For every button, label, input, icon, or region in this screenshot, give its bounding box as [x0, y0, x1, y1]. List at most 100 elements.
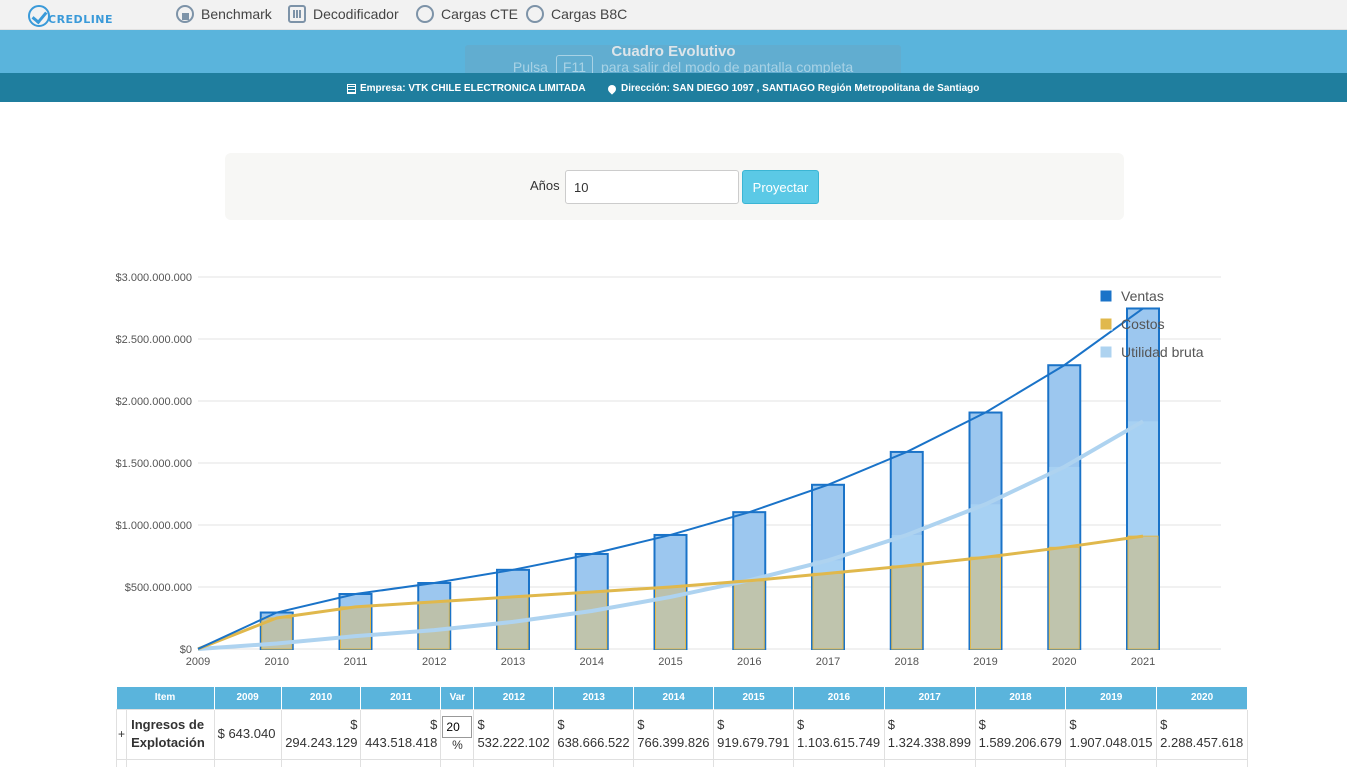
table-cell — [473, 758, 555, 767]
table-cell — [553, 758, 635, 767]
cell-proj: $919.679.791 — [713, 708, 795, 760]
nav-benchmark[interactable]: Benchmark — [176, 5, 272, 23]
currency-symbol: $ — [978, 717, 986, 732]
credline-logo[interactable]: CREDLINE — [28, 4, 113, 28]
row-label: Ingresos de Explotación — [126, 708, 215, 760]
col-header: 2020 — [1156, 687, 1248, 709]
costos-bar — [576, 591, 608, 650]
table-cell — [280, 758, 362, 767]
cell-2010: $294.243.129 — [280, 708, 362, 760]
decoder-icon — [288, 5, 306, 23]
col-header: 2010 — [281, 687, 362, 709]
upload-icon — [416, 5, 434, 23]
check-icon — [28, 5, 50, 27]
x-tick-label: 2009 — [186, 656, 210, 668]
table-cell — [360, 758, 442, 767]
direccion-text: Dirección: SAN DIEGO 1097 , SANTIAGO Reg… — [621, 83, 980, 94]
legend-swatch — [1099, 345, 1113, 359]
var-input[interactable] — [442, 716, 473, 738]
table-cell — [974, 758, 1067, 767]
cell-proj: $638.666.522 — [553, 708, 635, 760]
col-header: 2014 — [633, 687, 715, 709]
currency-symbol: $ — [477, 717, 485, 732]
x-tick-label: 2021 — [1131, 656, 1155, 668]
proyectar-button[interactable]: Proyectar — [742, 170, 819, 204]
costos-bar — [891, 565, 923, 650]
company-info-bar: Empresa: VTK CHILE ELECTRONICA LIMITADA … — [0, 73, 1347, 102]
cell-value: 443.518.418 — [365, 735, 438, 750]
currency-symbol: $ — [797, 717, 805, 732]
costos-bar — [733, 580, 765, 650]
evolution-chart: $0 $500.000.000 $1.000.000.000 $1.500.000.0… — [116, 272, 1221, 668]
costos-bar — [970, 556, 1001, 650]
table-cell — [793, 758, 885, 767]
x-tick-label: 2014 — [580, 656, 604, 668]
nav-cargas-cte[interactable]: Cargas CTE — [416, 5, 518, 23]
cell-value: 1.907.048.015 — [1069, 735, 1153, 750]
table-cell — [1065, 758, 1158, 767]
y-tick-label: $2.500.000.000 — [116, 334, 192, 346]
x-tick-label: 2020 — [1052, 656, 1076, 668]
y-tick-label: $1.000.000.000 — [116, 520, 192, 532]
nav-cargas-b8c[interactable]: Cargas B8C — [526, 5, 627, 23]
y-tick-label: $1.500.000.000 — [116, 458, 192, 470]
cell-2011: $443.518.418 — [360, 708, 442, 760]
costos-bar — [418, 601, 450, 650]
x-tick-label: 2013 — [501, 656, 525, 668]
currency-symbol: $ — [1160, 717, 1168, 732]
cell-value: 766.399.826 — [637, 735, 710, 750]
currency-symbol: $ — [717, 717, 725, 732]
currency-symbol: $ — [430, 717, 438, 732]
brand-name: CREDLINE — [48, 12, 114, 26]
table-cell — [213, 758, 282, 767]
ventas-line — [197, 307, 1144, 650]
utilidad-line — [197, 419, 1145, 651]
col-header: 2013 — [553, 687, 635, 709]
anios-input[interactable] — [565, 170, 739, 204]
cell-value: 2.288.457.618 — [1160, 735, 1244, 750]
data-table: Item 2009 2010 2011 Var 2012 2013 2014 2… — [116, 687, 1248, 767]
empresa-info: Empresa: VTK CHILE ELECTRONICA LIMITADA — [347, 83, 586, 94]
page-title: Cuadro Evolutivo — [611, 43, 736, 60]
col-header: Item — [116, 687, 215, 709]
costos-bar — [1127, 535, 1159, 650]
x-tick-label: 2010 — [265, 656, 289, 668]
cell-proj: $1.103.615.749 — [793, 708, 885, 760]
fullscreen-suffix: para salir del modo de pantalla completa — [600, 59, 854, 75]
nav-cargas-b8c-label: Cargas B8C — [551, 6, 628, 22]
projection-controls: Años Proyectar — [225, 153, 1124, 220]
col-header: 2016 — [793, 687, 885, 709]
x-tick-label: 2019 — [973, 656, 997, 668]
table-cell — [116, 758, 128, 767]
legend-swatch — [1099, 289, 1113, 303]
map-marker-icon — [606, 82, 618, 95]
col-header: 2009 — [214, 687, 282, 709]
cell-2009: $ 643.040 — [213, 708, 282, 760]
top-navbar: CREDLINE Benchmark Decodificador Cargas … — [0, 0, 1347, 30]
col-header: 2019 — [1065, 687, 1158, 709]
cell-value: 1.589.206.679 — [978, 735, 1062, 750]
table-cell — [126, 758, 215, 767]
var-unit: % — [452, 738, 463, 752]
currency-symbol: $ — [557, 717, 565, 732]
nav-decodificador[interactable]: Decodificador — [288, 5, 399, 23]
nav-cargas-cte-label: Cargas CTE — [441, 6, 519, 22]
currency-symbol: $ — [887, 717, 896, 732]
cell-value: 1.324.338.899 — [887, 735, 971, 750]
x-tick-label: 2018 — [895, 656, 919, 668]
expand-toggle[interactable]: + — [116, 708, 128, 760]
y-tick-label: $2.000.000.000 — [116, 396, 192, 408]
empresa-text: Empresa: VTK CHILE ELECTRONICA LIMITADA — [360, 83, 586, 94]
col-header: 2015 — [713, 687, 795, 709]
title-band: Cuadro Evolutivo Pulsa F11 para salir de… — [0, 30, 1347, 89]
building-icon — [347, 83, 356, 94]
legend-label: Costos — [1121, 316, 1165, 332]
cell-proj: $1.907.048.015 — [1065, 708, 1158, 760]
x-tick-label: 2015 — [658, 656, 682, 668]
cell-proj: $1.324.338.899 — [883, 708, 976, 760]
col-header: 2017 — [884, 687, 976, 709]
currency-symbol: $ — [1069, 717, 1077, 732]
currency-symbol: $ — [637, 717, 645, 732]
table-cell — [633, 758, 715, 767]
table-row — [116, 758, 1248, 767]
